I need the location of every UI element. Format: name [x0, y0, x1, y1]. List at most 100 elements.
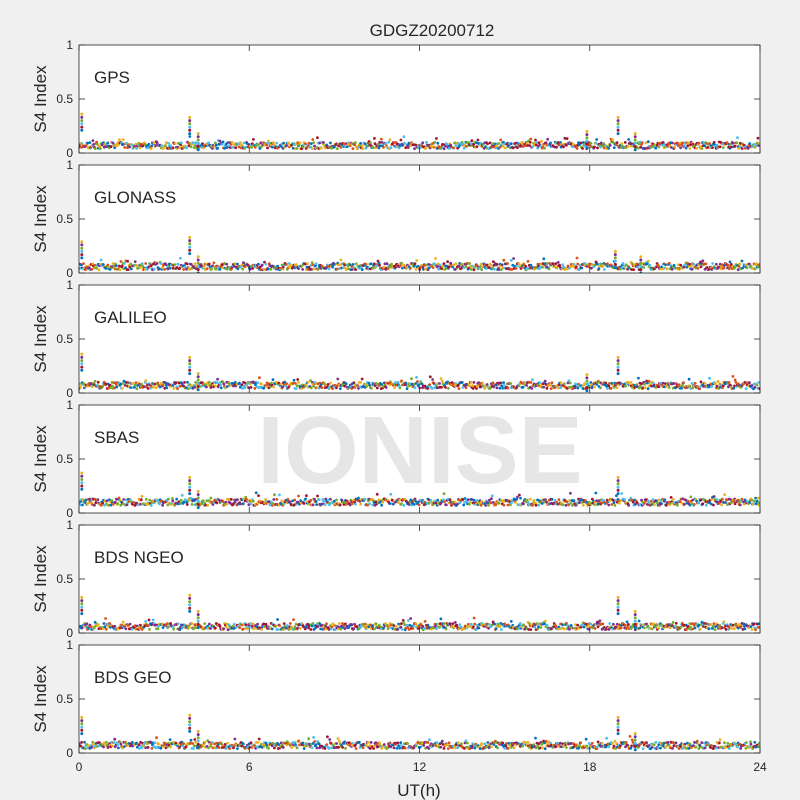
spike-point [80, 605, 84, 609]
data-point [647, 501, 651, 504]
data-point [336, 625, 340, 629]
data-point [671, 141, 674, 145]
data-point [718, 385, 722, 389]
data-point [740, 497, 744, 501]
data-point [285, 262, 288, 266]
data-point [645, 622, 648, 626]
data-point [320, 146, 323, 150]
data-point [188, 741, 192, 745]
data-point [150, 144, 154, 148]
data-point [393, 386, 396, 389]
data-point [348, 503, 352, 507]
data-point [377, 146, 381, 150]
data-point [304, 625, 308, 629]
data-point [698, 627, 702, 631]
data-point [136, 384, 140, 387]
data-point [106, 141, 110, 145]
data-point [566, 381, 570, 385]
data-point [453, 500, 457, 504]
data-point [446, 260, 449, 263]
data-point [495, 386, 499, 390]
data-point [96, 380, 100, 384]
data-point [400, 622, 403, 626]
data-point [567, 503, 570, 507]
data-point [282, 622, 286, 625]
data-point [518, 622, 522, 625]
data-point [654, 386, 658, 389]
data-point [305, 494, 308, 498]
data-point [733, 265, 737, 269]
data-point [625, 627, 628, 631]
data-point [565, 137, 569, 141]
data-point [368, 383, 372, 387]
data-point [180, 382, 184, 385]
data-point [758, 141, 760, 145]
spike-point [585, 382, 589, 386]
data-point [249, 386, 253, 389]
plot-area [79, 405, 760, 513]
data-point [161, 503, 165, 507]
data-point [368, 502, 371, 506]
data-point [192, 744, 196, 748]
data-point [149, 147, 153, 151]
data-point [152, 267, 156, 271]
data-point [691, 498, 695, 502]
spike-point [80, 602, 84, 606]
data-point [123, 146, 127, 149]
data-point [102, 622, 106, 625]
spike-point [188, 355, 192, 359]
data-point [173, 142, 177, 145]
data-point [754, 496, 757, 500]
data-point [156, 499, 160, 502]
data-point [404, 146, 408, 150]
data-point [371, 624, 375, 628]
data-point [192, 141, 195, 145]
data-point [102, 503, 106, 507]
data-point [506, 503, 510, 507]
data-point [271, 502, 275, 505]
data-point [139, 498, 143, 502]
data-point [629, 381, 633, 384]
data-point [702, 385, 705, 388]
data-point [690, 264, 693, 268]
data-point [386, 627, 390, 631]
data-point [748, 501, 752, 504]
data-point [262, 622, 266, 626]
data-point [130, 627, 134, 631]
data-point [447, 386, 450, 390]
data-point [466, 498, 470, 502]
data-point [625, 263, 628, 267]
data-point [555, 145, 558, 149]
spike-point [188, 248, 192, 252]
data-point [724, 501, 727, 504]
data-point [314, 500, 318, 503]
data-point [115, 741, 119, 745]
data-point [357, 496, 360, 500]
data-point [419, 623, 423, 627]
data-point [135, 264, 139, 267]
y-tick-label: 0 [66, 266, 73, 280]
data-point [534, 138, 537, 142]
data-point [296, 378, 300, 381]
data-point [366, 144, 369, 148]
data-point [460, 140, 464, 144]
data-point [686, 499, 690, 503]
data-point [364, 146, 368, 150]
data-point [593, 145, 596, 149]
data-point [236, 747, 239, 750]
data-point [687, 377, 691, 381]
data-point [605, 501, 608, 505]
data-point [581, 141, 585, 144]
data-point [158, 502, 161, 506]
y-tick-label: 0.5 [56, 212, 73, 226]
data-point [337, 627, 340, 631]
spike-point [633, 135, 637, 139]
data-point [575, 147, 579, 150]
data-point [672, 382, 676, 385]
data-point [214, 498, 217, 502]
data-point [688, 622, 692, 625]
data-point [620, 266, 624, 270]
data-point [84, 625, 88, 629]
data-point [578, 501, 581, 504]
data-point [134, 381, 138, 384]
